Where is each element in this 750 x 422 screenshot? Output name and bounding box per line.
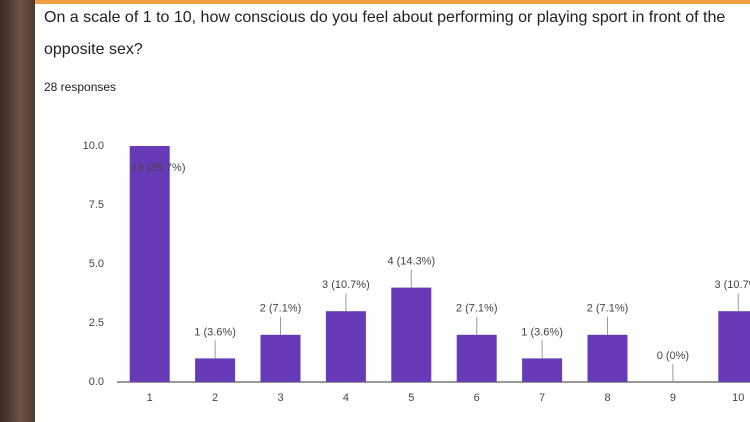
value-label: 4 (14.3%) bbox=[387, 256, 435, 268]
bar bbox=[129, 146, 170, 382]
bar bbox=[522, 358, 563, 382]
x-tick-label: 4 bbox=[343, 392, 349, 404]
x-tick-label: 8 bbox=[604, 392, 610, 404]
top-bar bbox=[35, 0, 750, 4]
value-label: 2 (7.1%) bbox=[456, 303, 498, 315]
x-tick-label: 1 bbox=[147, 392, 153, 404]
x-tick-label: 9 bbox=[670, 392, 676, 404]
x-tick-label: 6 bbox=[474, 392, 480, 404]
y-tick-label: 0.0 bbox=[89, 376, 104, 388]
bar bbox=[718, 311, 750, 382]
y-tick-label: 10.0 bbox=[83, 140, 104, 152]
bar bbox=[325, 311, 366, 382]
value-label: 1 (3.6%) bbox=[521, 326, 563, 338]
value-label: 3 (10.7%) bbox=[714, 279, 750, 291]
chart-title: On a scale of 1 to 10, how conscious do … bbox=[44, 9, 726, 58]
x-tick-label: 5 bbox=[408, 392, 414, 404]
y-tick-label: 5.0 bbox=[89, 258, 104, 270]
value-label: 10 (35.7%) bbox=[132, 162, 186, 174]
y-tick-label: 2.5 bbox=[89, 317, 104, 329]
x-tick-label: 2 bbox=[212, 392, 218, 404]
value-label: 2 (7.1%) bbox=[260, 303, 302, 315]
value-label: 1 (3.6%) bbox=[194, 326, 236, 338]
bar bbox=[195, 358, 236, 382]
x-tick-label: 7 bbox=[539, 392, 545, 404]
response-count: 28 responses bbox=[44, 80, 117, 94]
value-label: 2 (7.1%) bbox=[587, 303, 629, 315]
y-tick-label: 7.5 bbox=[89, 199, 104, 211]
background-photo bbox=[0, 0, 35, 422]
bar bbox=[260, 334, 301, 382]
bar bbox=[391, 287, 432, 382]
bar bbox=[587, 334, 628, 382]
value-label: 0 (0%) bbox=[657, 350, 689, 362]
value-label: 3 (10.7%) bbox=[322, 279, 370, 291]
x-tick-label: 10 bbox=[732, 392, 744, 404]
bar bbox=[456, 334, 497, 382]
x-tick-label: 3 bbox=[277, 392, 283, 404]
